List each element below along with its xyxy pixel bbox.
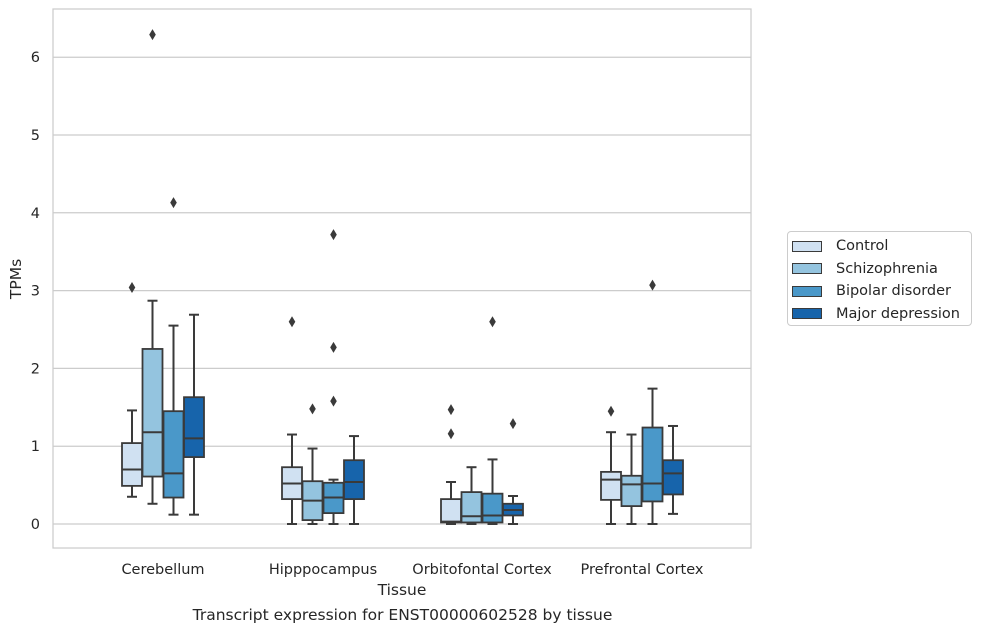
box-0-1 xyxy=(281,316,303,525)
legend-item-major-depression: Major depression xyxy=(792,303,971,326)
box-body xyxy=(662,459,684,496)
chart-caption: Transcript expression for ENST0000060252… xyxy=(192,606,613,624)
y-tick-label-3: 3 xyxy=(31,284,40,300)
box-3-0 xyxy=(183,313,205,516)
outlier-0 xyxy=(607,405,615,417)
box-body xyxy=(343,459,365,501)
legend-item-bipolar-disorder: Bipolar disorder xyxy=(792,280,971,303)
box-body xyxy=(121,442,143,487)
outlier-0 xyxy=(128,281,136,293)
x-tick-label-3: Prefrontal Cortex xyxy=(581,562,704,578)
box-body xyxy=(620,474,643,508)
legend-label-schizophrenia: Schizophrenia xyxy=(836,260,938,277)
x-tick-label-2: Orbitofontal Cortex xyxy=(412,562,552,578)
outlier-0 xyxy=(170,197,177,209)
outlier-0 xyxy=(649,279,656,291)
y-tick-label-6: 6 xyxy=(31,50,40,66)
box-2-0 xyxy=(162,197,185,516)
box-1-0 xyxy=(141,29,164,505)
box-series xyxy=(121,29,684,525)
box-body xyxy=(141,348,164,478)
box-2-1 xyxy=(322,229,345,525)
x-tick-labels: Cerebellum Hipppocampus Orbitofontal Corte… xyxy=(121,562,703,578)
legend-swatch-major-depression xyxy=(792,308,822,320)
outlier-0 xyxy=(288,316,296,328)
outlier-0 xyxy=(489,316,496,328)
box-body xyxy=(440,498,462,524)
outlier-0 xyxy=(149,29,156,41)
box-3-2 xyxy=(502,418,524,525)
legend-label-bipolar-disorder: Bipolar disorder xyxy=(836,283,951,300)
box-body xyxy=(162,410,185,499)
box-body xyxy=(600,470,622,501)
y-tick-label-0: 0 xyxy=(31,517,40,533)
x-tick-label-1: Hipppocampus xyxy=(269,562,377,578)
box-1-3 xyxy=(620,433,643,525)
legend-label-major-depression: Major depression xyxy=(836,305,960,322)
outlier-0 xyxy=(447,428,455,440)
box-3-3 xyxy=(662,424,684,515)
legend-item-control: Control xyxy=(792,235,971,258)
y-tick-label-5: 5 xyxy=(31,128,40,144)
legend-swatch-schizophrenia xyxy=(792,263,822,275)
box-body xyxy=(460,491,483,524)
box-0-3 xyxy=(600,405,622,525)
legend-label-control: Control xyxy=(836,238,889,255)
x-tick-label-0: Cerebellum xyxy=(121,562,204,578)
y-tick-label-1: 1 xyxy=(31,439,40,455)
x-axis-label: Tissue xyxy=(377,581,427,599)
outlier-1 xyxy=(447,404,455,416)
y-tick-label-2: 2 xyxy=(31,361,40,377)
y-tick-label-4: 4 xyxy=(31,206,40,222)
box-body xyxy=(641,426,664,503)
legend-swatch-bipolar-disorder xyxy=(792,285,822,297)
legend-swatch-control xyxy=(792,240,822,252)
box-3-1 xyxy=(343,435,365,525)
outlier-0 xyxy=(509,418,517,430)
legend: Control Schizophrenia Bipolar disorder M… xyxy=(787,231,972,326)
outlier-1 xyxy=(330,341,337,353)
box-body xyxy=(183,396,205,458)
outlier-0 xyxy=(309,403,316,415)
outlier-2 xyxy=(330,229,337,241)
box-1-1 xyxy=(301,403,324,525)
y-tick-labels: 0 1 2 3 4 5 6 xyxy=(31,50,40,533)
y-axis-label: TPMs xyxy=(7,259,25,300)
box-1-2 xyxy=(460,466,483,525)
outlier-0 xyxy=(330,395,337,407)
box-body xyxy=(481,492,504,524)
legend-item-schizophrenia: Schizophrenia xyxy=(792,258,971,281)
